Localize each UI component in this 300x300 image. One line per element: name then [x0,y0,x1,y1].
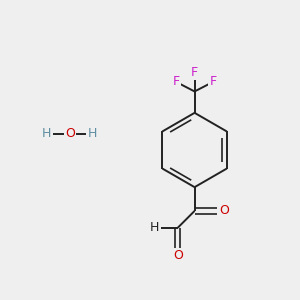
Text: F: F [172,75,180,88]
Text: H: H [88,127,97,140]
Text: H: H [149,221,159,234]
Text: F: F [209,75,217,88]
Text: O: O [219,204,229,218]
Text: F: F [191,66,198,79]
Text: O: O [173,250,183,262]
Text: O: O [65,127,75,140]
Text: H: H [42,127,52,140]
